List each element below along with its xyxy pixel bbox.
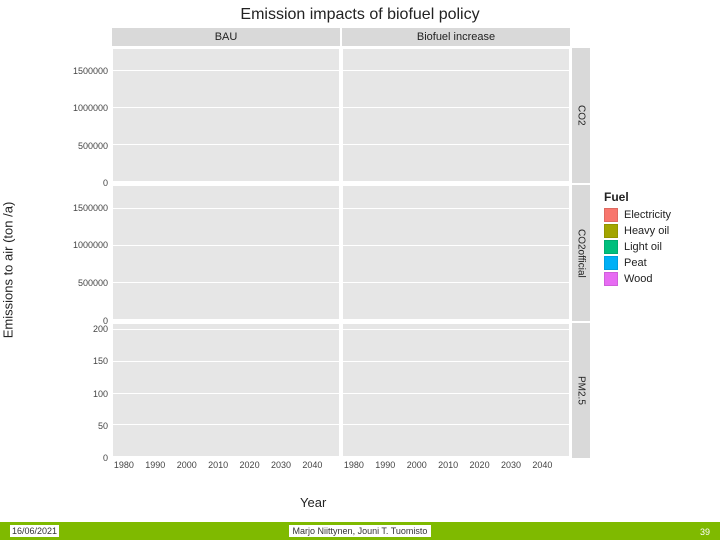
slide: Emission impacts of biofuel policy Emiss…: [0, 0, 720, 540]
panel: [342, 48, 570, 183]
x-tick: 2040: [532, 460, 552, 470]
facet-grid: BAUBiofuel increaseCO2 CO2official PM2.5 0 5…: [70, 28, 590, 488]
col-strip: BAU: [112, 28, 340, 46]
x-tick: 2020: [240, 460, 260, 470]
x-ticks: 1980 1990 2000 2010 2020 2030 2040: [112, 460, 340, 488]
footer-authors: Marjo Niittynen, Jouni T. Tuomisto: [289, 525, 432, 537]
x-tick: 2010: [208, 460, 228, 470]
y-tick: 500000: [78, 141, 108, 151]
y-tick: 100: [93, 389, 108, 399]
panel: [342, 185, 570, 320]
chart-title: Emission impacts of biofuel policy: [0, 6, 720, 24]
panel: [112, 185, 340, 320]
y-axis-label: Emissions to air (ton /a): [1, 202, 16, 339]
legend-item: Heavy oil: [604, 224, 714, 238]
bars: [343, 49, 569, 182]
col-strip: Biofuel increase: [342, 28, 570, 46]
footer-date: 16/06/2021: [10, 525, 59, 537]
legend-label: Wood: [624, 273, 653, 285]
y-ticks: 050000010000001500000: [70, 48, 110, 183]
legend-label: Peat: [624, 257, 647, 269]
y-ticks: 050000010000001500000: [70, 185, 110, 320]
panel: [112, 323, 340, 458]
row-strip: CO2official: [572, 185, 590, 320]
y-tick: 200: [93, 324, 108, 334]
y-tick: 0: [103, 453, 108, 463]
panel: [112, 48, 340, 183]
y-tick: 1500000: [73, 66, 108, 76]
x-tick: 2040: [302, 460, 322, 470]
y-tick: 1000000: [73, 240, 108, 250]
x-axis-label: Year: [300, 495, 326, 510]
legend: Fuel Electricity Heavy oil Light oil Peat Wo…: [604, 190, 714, 288]
x-ticks: 1980 1990 2000 2010 2020 2030 2040: [342, 460, 570, 488]
bars: [113, 186, 339, 319]
bars: [113, 324, 339, 457]
legend-item: Electricity: [604, 208, 714, 222]
legend-label: Heavy oil: [624, 225, 669, 237]
y-tick: 1500000: [73, 203, 108, 213]
legend-swatch: [604, 256, 618, 270]
bars: [113, 49, 339, 182]
footer-bar: Marjo Niittynen, Jouni T. Tuomisto: [0, 522, 720, 540]
legend-title: Fuel: [604, 190, 714, 204]
x-tick: 2000: [407, 460, 427, 470]
legend-item: Light oil: [604, 240, 714, 254]
x-tick: 2030: [501, 460, 521, 470]
legend-label: Light oil: [624, 241, 662, 253]
legend-item: Wood: [604, 272, 714, 286]
y-tick: 50: [98, 421, 108, 431]
legend-swatch: [604, 240, 618, 254]
x-tick: 1990: [375, 460, 395, 470]
x-tick: 2010: [438, 460, 458, 470]
panel: [342, 323, 570, 458]
y-ticks: 050100150200: [70, 323, 110, 458]
legend-label: Electricity: [624, 209, 671, 221]
bars: [343, 324, 569, 457]
x-tick: 1990: [145, 460, 165, 470]
x-tick: 1980: [114, 460, 134, 470]
y-tick: 150: [93, 356, 108, 366]
footer-page: 39: [700, 527, 710, 537]
y-tick: 1000000: [73, 103, 108, 113]
bars: [343, 186, 569, 319]
legend-item: Peat: [604, 256, 714, 270]
x-tick: 2030: [271, 460, 291, 470]
legend-swatch: [604, 224, 618, 238]
y-tick: 500000: [78, 278, 108, 288]
x-tick: 2020: [470, 460, 490, 470]
row-strip: PM2.5: [572, 323, 590, 458]
legend-swatch: [604, 208, 618, 222]
legend-swatch: [604, 272, 618, 286]
row-strip: CO2: [572, 48, 590, 183]
x-tick: 1980: [344, 460, 364, 470]
x-tick: 2000: [177, 460, 197, 470]
